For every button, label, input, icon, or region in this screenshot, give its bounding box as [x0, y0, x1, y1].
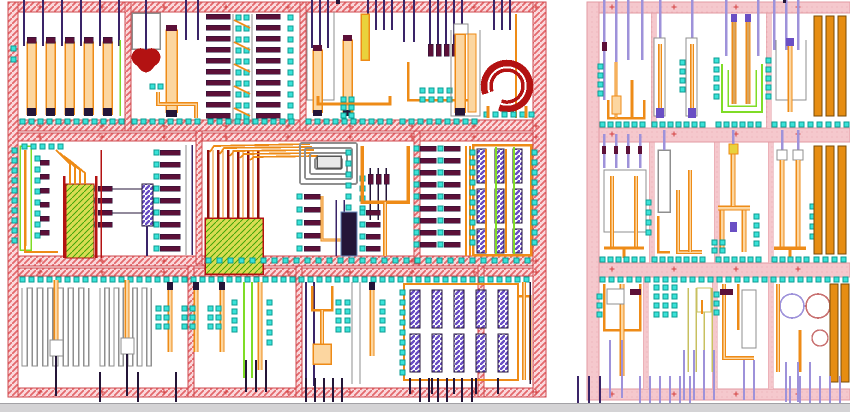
left-band1-modules: [10, 0, 535, 125]
right-band2-modules: [599, 130, 847, 263]
left-band2-modules: [11, 142, 538, 275]
window-bottom-bar[interactable]: [0, 403, 850, 412]
right-band3-modules: [576, 276, 850, 406]
left-band3-modules: [19, 276, 532, 402]
right-band1-modules: [597, 0, 850, 128]
top-ticks: [336, 0, 786, 4]
